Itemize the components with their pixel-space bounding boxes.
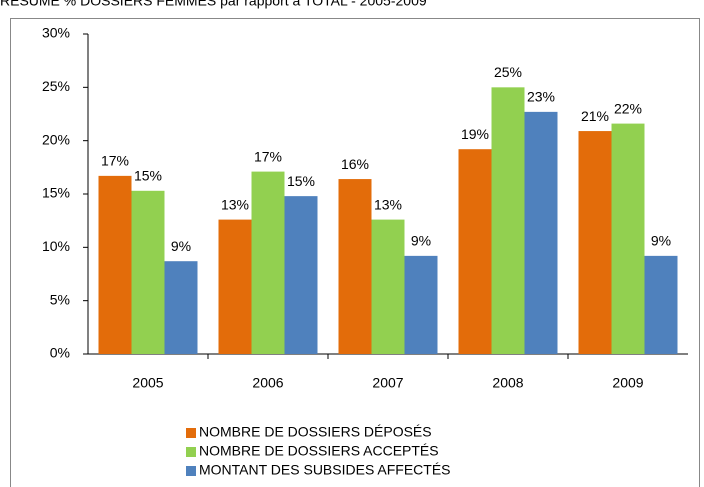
legend-label: NOMBRE DE DOSSIERS DÉPOSÉS [199, 424, 432, 440]
x-tick-label: 2006 [252, 375, 283, 391]
x-tick-label: 2009 [612, 375, 643, 391]
data-label: 22% [614, 100, 642, 116]
bar [284, 196, 318, 354]
legend-label: NOMBRE DE DOSSIERS ACCEPTÉS [199, 443, 439, 459]
x-tick-label: 2007 [372, 375, 403, 391]
bar [644, 255, 678, 354]
y-tick-label: 10% [42, 238, 70, 254]
data-label: 23% [527, 89, 555, 105]
data-label: 25% [494, 64, 522, 80]
y-tick-label: 20% [42, 131, 70, 147]
y-tick-label: 30% [42, 25, 70, 41]
data-label: 9% [171, 238, 191, 254]
data-label: 9% [411, 233, 431, 249]
data-label: 19% [461, 126, 489, 142]
x-tick-label: 2005 [132, 375, 163, 391]
legend-label: MONTANT DES SUBSIDES AFFECTÉS [199, 462, 451, 478]
bar [218, 219, 252, 354]
bar [338, 179, 372, 354]
data-label: 17% [254, 148, 282, 164]
data-label: 13% [374, 196, 402, 212]
y-tick-label: 25% [42, 78, 70, 94]
legend-swatch [186, 428, 196, 438]
bar [524, 111, 558, 354]
y-tick-label: 15% [42, 185, 70, 201]
bar [578, 131, 612, 354]
y-tick-label: 0% [50, 345, 70, 361]
data-label: 13% [221, 196, 249, 212]
bar [371, 219, 405, 354]
legend-swatch [186, 466, 196, 476]
bar [98, 175, 132, 354]
bar [164, 261, 198, 354]
data-label: 16% [341, 156, 369, 172]
x-tick-label: 2008 [492, 375, 523, 391]
data-label: 15% [287, 173, 315, 189]
data-label: 21% [581, 108, 609, 124]
bar [491, 87, 525, 354]
bar [131, 190, 165, 354]
bar [458, 149, 492, 354]
bar [251, 171, 285, 354]
chart-title: RÉSUMÉ % DOSSIERS FEMMES par rapport à T… [0, 0, 427, 9]
y-tick-label: 5% [50, 291, 70, 307]
bar [611, 123, 645, 354]
bar [404, 255, 438, 354]
data-label: 9% [651, 233, 671, 249]
data-label: 15% [134, 168, 162, 184]
data-label: 17% [101, 153, 129, 169]
legend-swatch [186, 447, 196, 457]
